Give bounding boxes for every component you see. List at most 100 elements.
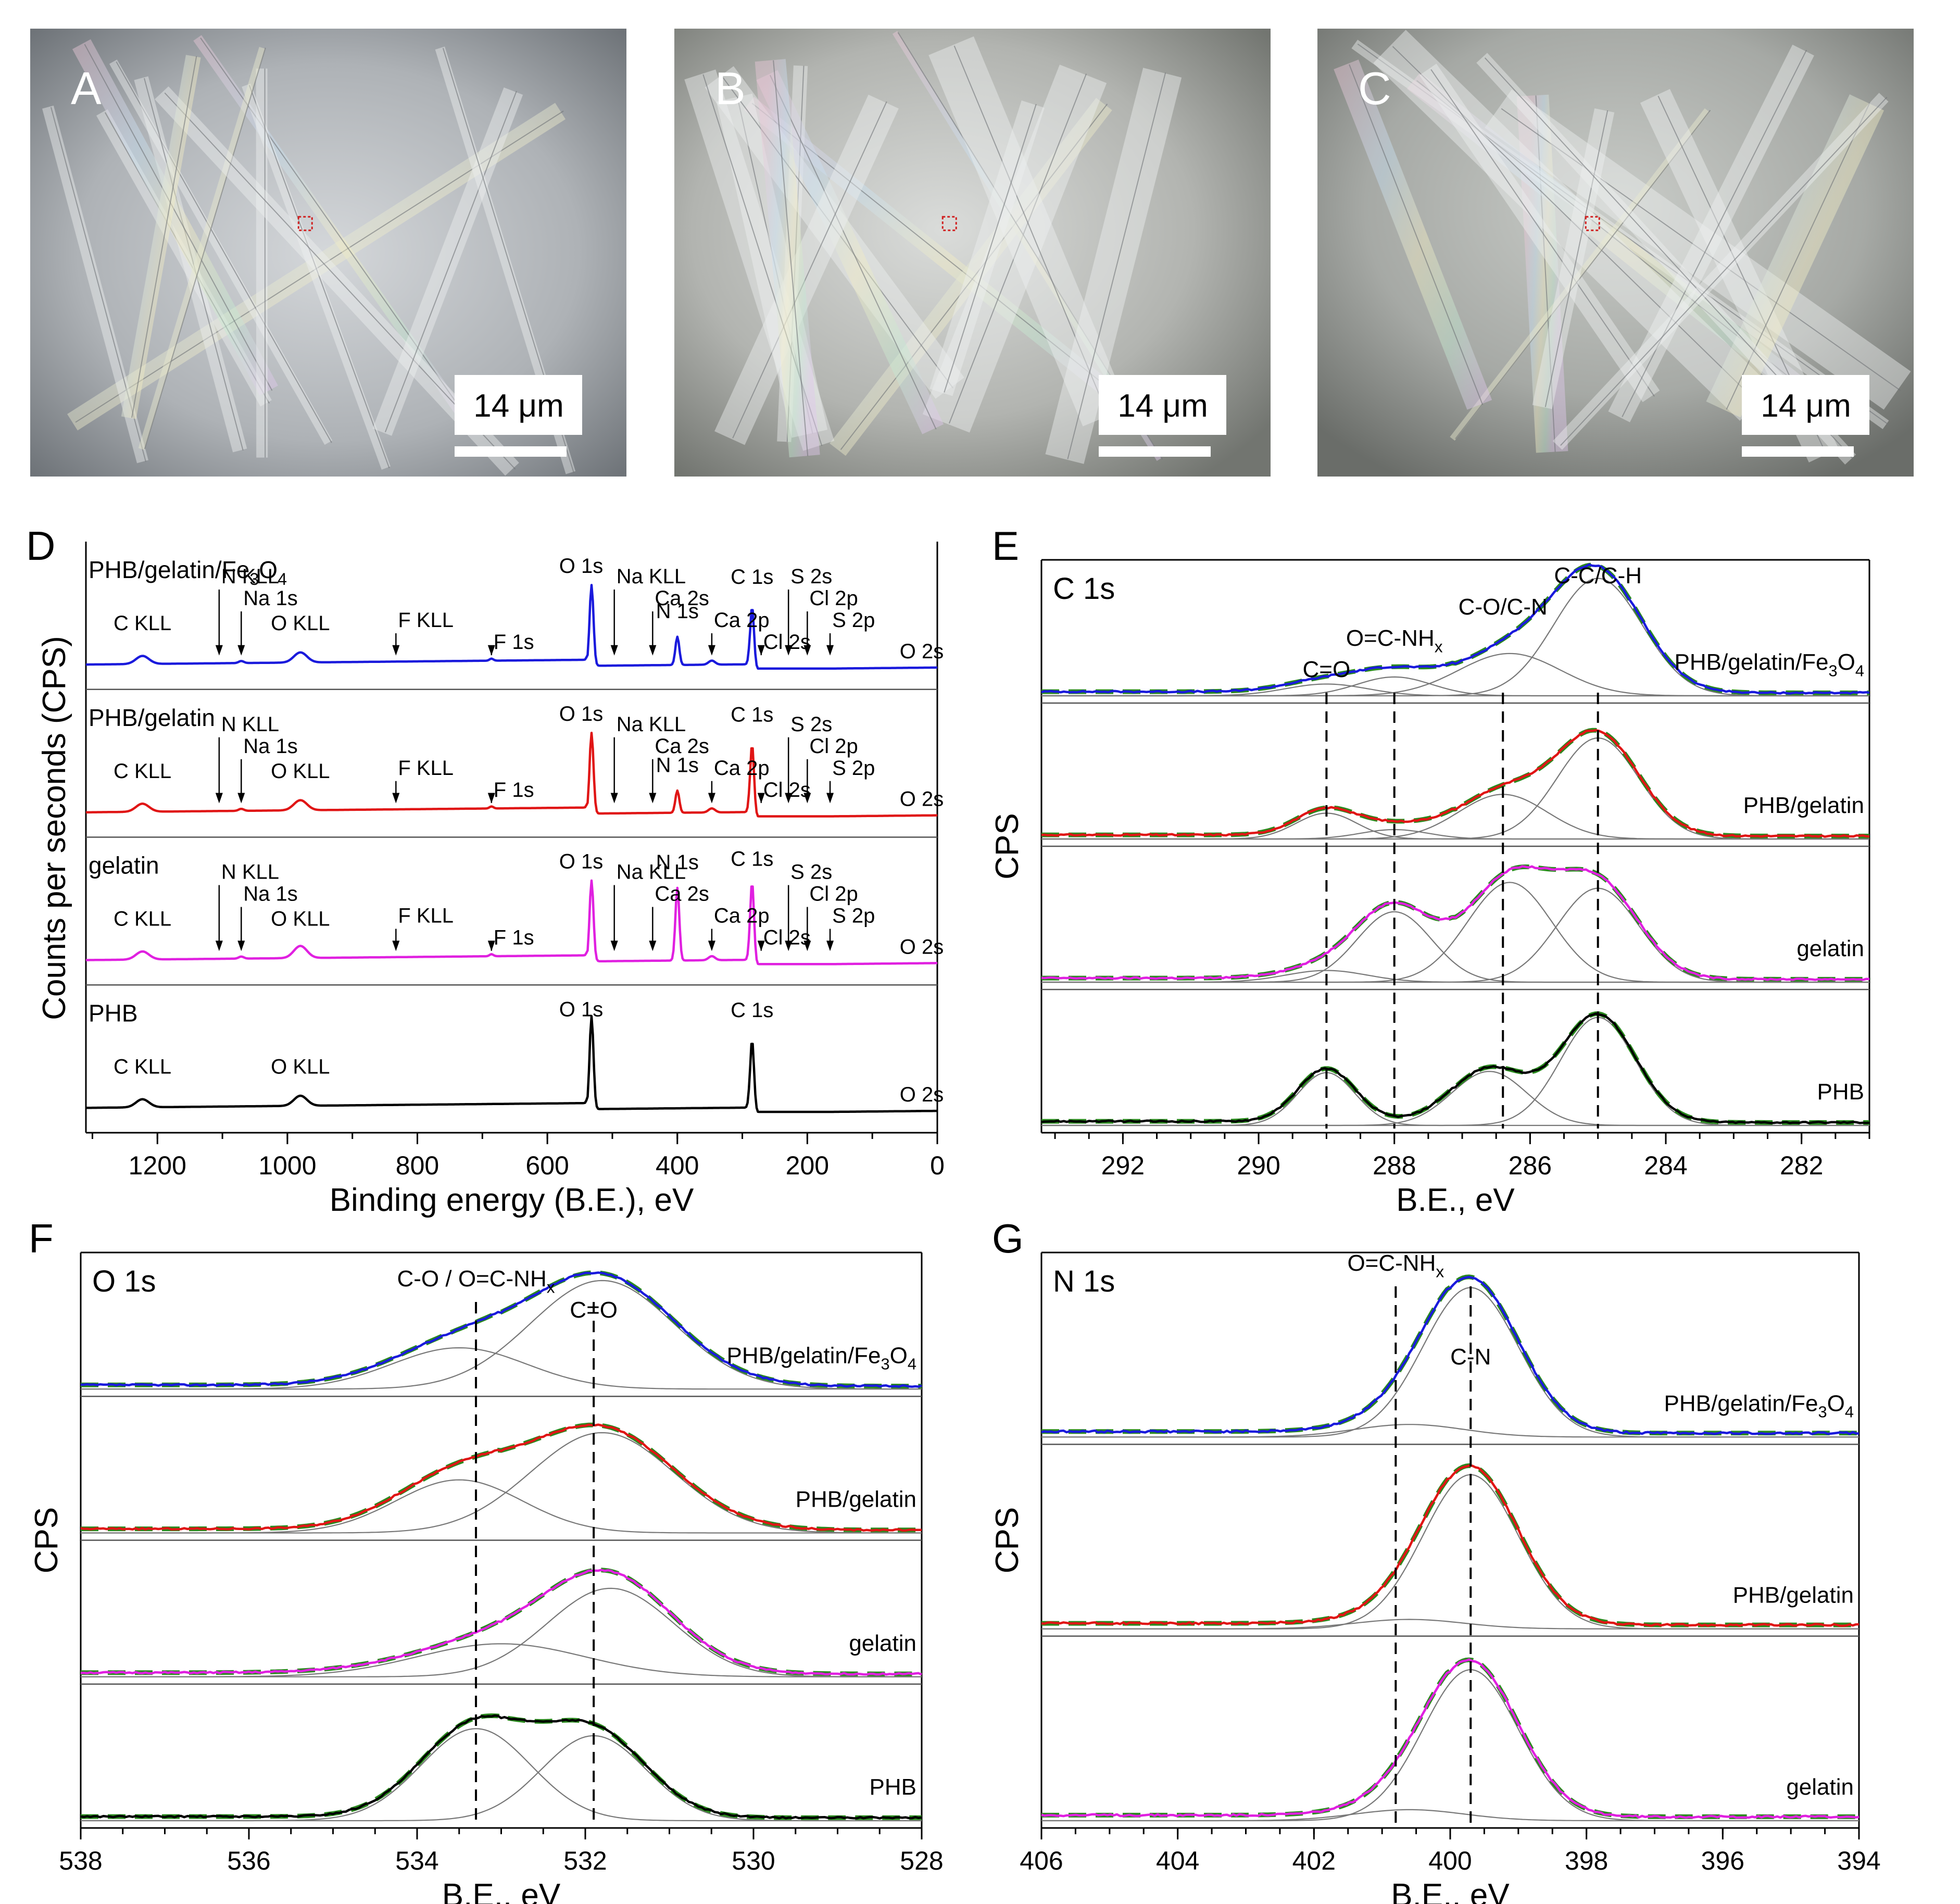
peak-label: C=O [570, 1297, 618, 1323]
marker-label: Ca 2p [714, 609, 770, 632]
marker-label: O 2s [900, 935, 944, 958]
x-tick-label: 800 [396, 1151, 439, 1180]
x-tick-label: 400 [656, 1151, 699, 1180]
marker-arrowhead [487, 941, 495, 951]
measured-spectrum [1041, 1012, 1870, 1124]
marker-label: Ca 2s [655, 587, 709, 610]
marker-label: N KLL [221, 565, 279, 588]
x-axis-label: B.E., eV [442, 1877, 561, 1904]
panel-letter: F [29, 1216, 54, 1261]
fiber [193, 35, 466, 417]
marker-arrowhead [610, 793, 618, 804]
x-tick-label: 532 [563, 1846, 607, 1875]
x-tick-label: 288 [1373, 1151, 1416, 1180]
marker-label: Ca 2p [714, 905, 770, 928]
peak-label: C 1s [731, 566, 773, 588]
marker-arrowhead [237, 645, 245, 656]
marker-arrowhead [649, 793, 657, 804]
fit-component [81, 1587, 922, 1677]
fit-component [1041, 1287, 1859, 1438]
peak-label: C KLL [114, 1055, 171, 1078]
scalebar [455, 446, 567, 457]
measured-spectrum [1041, 729, 1870, 838]
fiber-edge [264, 68, 266, 458]
fiber [929, 100, 1045, 396]
peak-label: O=C-NHx [1347, 1250, 1444, 1281]
fit-component [1041, 578, 1869, 697]
series-name: PHB/gelatin/Fe3O4 [1675, 649, 1864, 680]
fiber-edge [248, 85, 390, 469]
fit-component [81, 1280, 922, 1390]
fiber-edge [116, 61, 332, 443]
fit-component [1041, 737, 1869, 840]
marker-label: Ca 2s [655, 735, 709, 758]
fit-component [81, 1432, 922, 1534]
marker-label: S 2p [832, 757, 875, 780]
measured-spectrum [80, 1271, 922, 1388]
marker-arrowhead [392, 645, 400, 656]
marker-arrowhead [237, 793, 245, 804]
fit-component [1041, 887, 1869, 983]
fiber [714, 94, 899, 445]
x-tick-label: 404 [1156, 1846, 1199, 1875]
x-tick-label: 1000 [258, 1151, 316, 1180]
x-tick-label: 290 [1237, 1151, 1280, 1180]
fit-component [1041, 1669, 1859, 1822]
peak-label: O 1s [559, 703, 603, 725]
measured-spectrum [1041, 1464, 1860, 1627]
fiber-edge [944, 104, 1037, 393]
marker-arrowhead [803, 941, 811, 951]
peak-label: O KLL [271, 760, 330, 783]
fiber-edge [1392, 46, 1760, 405]
marker-label: S 2p [832, 609, 875, 632]
marker-arrowhead [649, 941, 657, 951]
peak-label: C-O / O=C-NHx [397, 1266, 555, 1296]
series-name: PHB [89, 999, 138, 1026]
fit-envelope [1041, 728, 1869, 838]
scalebar-box [1099, 375, 1226, 435]
scalebar-label: 14 μm [1117, 388, 1208, 424]
fiber-edge [1455, 110, 1711, 440]
panel-letter: G [992, 1216, 1024, 1261]
marker-label: Cl 2p [809, 735, 858, 758]
panel-title: O 1s [92, 1264, 156, 1298]
measured-spectrum [1041, 1658, 1860, 1819]
peak-label: C 1s [731, 999, 773, 1022]
y-axis-label: CPS [989, 813, 1025, 879]
fiber [121, 55, 201, 419]
fiber-edge [1535, 95, 1556, 452]
fiber [1373, 30, 1773, 421]
fiber-edge [732, 101, 887, 439]
measured-spectrum [80, 1714, 922, 1820]
x-tick-label: 400 [1428, 1846, 1472, 1875]
marker-label: Na 1s [243, 883, 298, 906]
survey-spectrum [85, 731, 937, 818]
measured-spectrum [1041, 865, 1869, 981]
marker-arrowhead [237, 941, 245, 951]
series-name: gelatin [89, 852, 159, 879]
measured-spectrum [1041, 563, 1870, 695]
fit-component [1041, 1071, 1869, 1126]
series-name: PHB/gelatin [1743, 793, 1864, 818]
fiber-edge [1622, 49, 1807, 417]
peak-label: C 1s [731, 703, 773, 726]
marker-arrowhead [826, 941, 834, 951]
peak-label: N 1s [656, 754, 699, 776]
y-axis-label: CPS [989, 1507, 1025, 1573]
fiber [109, 59, 333, 445]
peak-label: O KLL [271, 1055, 330, 1078]
scalebar-box [455, 375, 582, 435]
fit-component [1041, 1072, 1869, 1126]
marker-arrowhead [803, 793, 811, 804]
chart-panel-f: 538 536 534 532 530 528 CPS B.E., eV O 1s PHB/gel… [29, 1216, 944, 1904]
survey-spectrum [85, 1015, 937, 1113]
micrograph-letter: A [71, 62, 102, 114]
micrograph-letter: B [715, 62, 746, 114]
fiber [1419, 64, 1660, 403]
marker-label: Cl 2p [809, 587, 858, 610]
fiber [155, 86, 519, 476]
marker-arrowhead [785, 793, 793, 804]
micrograph-panel-c: C 14 μm [1317, 29, 1914, 477]
x-tick-label: 534 [395, 1846, 438, 1875]
